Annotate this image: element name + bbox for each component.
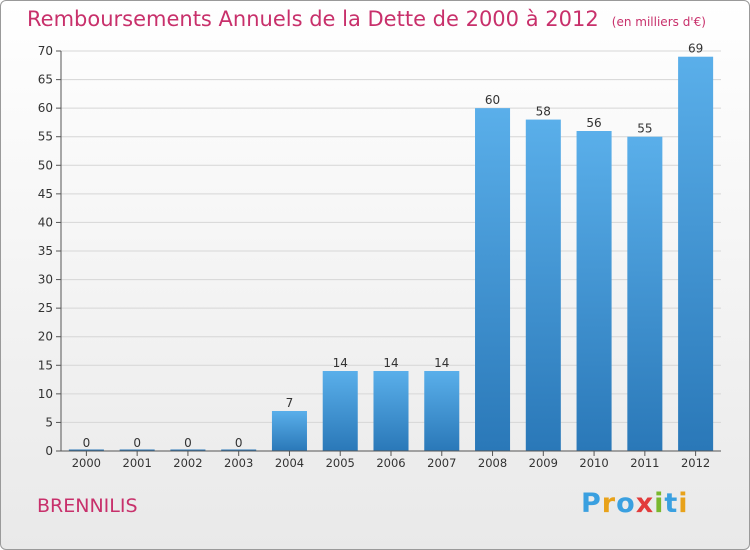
y-tick-label: 20 [38,330,53,344]
x-tick-label-2000: 2000 [72,456,101,470]
x-tick-label-2011: 2011 [630,456,659,470]
y-tick-label: 60 [38,101,53,115]
data-label-2009: 58 [536,105,551,119]
bar-2002 [170,449,206,451]
logo-letter: o [616,488,636,519]
x-tick-label-2007: 2007 [427,456,456,470]
bar-2003 [221,449,257,451]
logo-letter: t [664,488,679,519]
logo-letter: x [635,488,655,519]
x-tick-label-2010: 2010 [579,456,608,470]
y-tick-label: 40 [38,215,53,229]
commune-name: BRENNILIS [37,495,138,517]
y-tick-label: 5 [45,415,53,429]
data-label-2011: 55 [637,122,652,136]
data-label-2008: 60 [485,93,500,107]
y-tick-label: 55 [38,130,53,144]
y-tick-label: 65 [38,73,53,87]
y-tick-label: 50 [38,158,53,172]
y-tick-label: 15 [38,358,53,372]
y-tick-label: 10 [38,387,53,401]
bar-2006 [373,371,409,451]
data-label-2006: 14 [383,356,398,370]
bar-2009 [525,119,561,452]
bar-2011 [627,136,663,451]
bar-2008 [475,108,511,452]
bar-layer: 0 0 0 0 7 14 14 14 60 58 56 55 69 [68,42,714,452]
bar-2004 [271,411,307,451]
bar-2012 [678,56,714,451]
x-tick-label-2002: 2002 [173,456,202,470]
x-tick-label-2003: 2003 [224,456,253,470]
x-tick-label-2005: 2005 [326,456,355,470]
data-label-2004: 7 [286,396,294,410]
logo-letter: P [581,488,602,519]
y-tick-label: 0 [45,444,53,458]
data-label-2003: 0 [235,436,243,450]
y-tick-label: 35 [38,244,53,258]
proxiti-logo[interactable]: Proxiti [581,488,689,519]
x-tick-label-2006: 2006 [376,456,405,470]
bar-2000 [68,449,104,451]
logo-letter: i [654,488,665,519]
bar-2007 [424,371,460,451]
x-tick-label-2001: 2001 [123,456,152,470]
x-tick-label-2009: 2009 [529,456,558,470]
logo-letter: i [678,488,689,519]
x-tick-label-2004: 2004 [275,456,304,470]
data-label-2005: 14 [333,356,348,370]
y-tick-label: 45 [38,187,53,201]
chart-title-block: Remboursements Annuels de la Dette de 20… [27,7,706,31]
logo-letter: r [601,488,617,519]
bar-2005 [322,371,358,451]
data-label-2007: 14 [434,356,449,370]
x-tick-label-2008: 2008 [478,456,507,470]
bar-2010 [576,131,612,451]
chart-title: Remboursements Annuels de la Dette de 20… [27,7,599,31]
bar-2001 [119,449,155,451]
data-label-2010: 56 [586,116,601,130]
y-tick-label: 25 [38,301,53,315]
y-tick-label: 70 [38,44,53,58]
y-tick-label: 30 [38,273,53,287]
unit-note: (en milliers d'€) [611,15,706,29]
data-label-2002: 0 [184,436,192,450]
data-label-2000: 0 [83,436,91,450]
data-label-2001: 0 [133,436,141,450]
data-label-2012: 69 [688,42,703,56]
x-tick-label-2012: 2012 [681,456,710,470]
